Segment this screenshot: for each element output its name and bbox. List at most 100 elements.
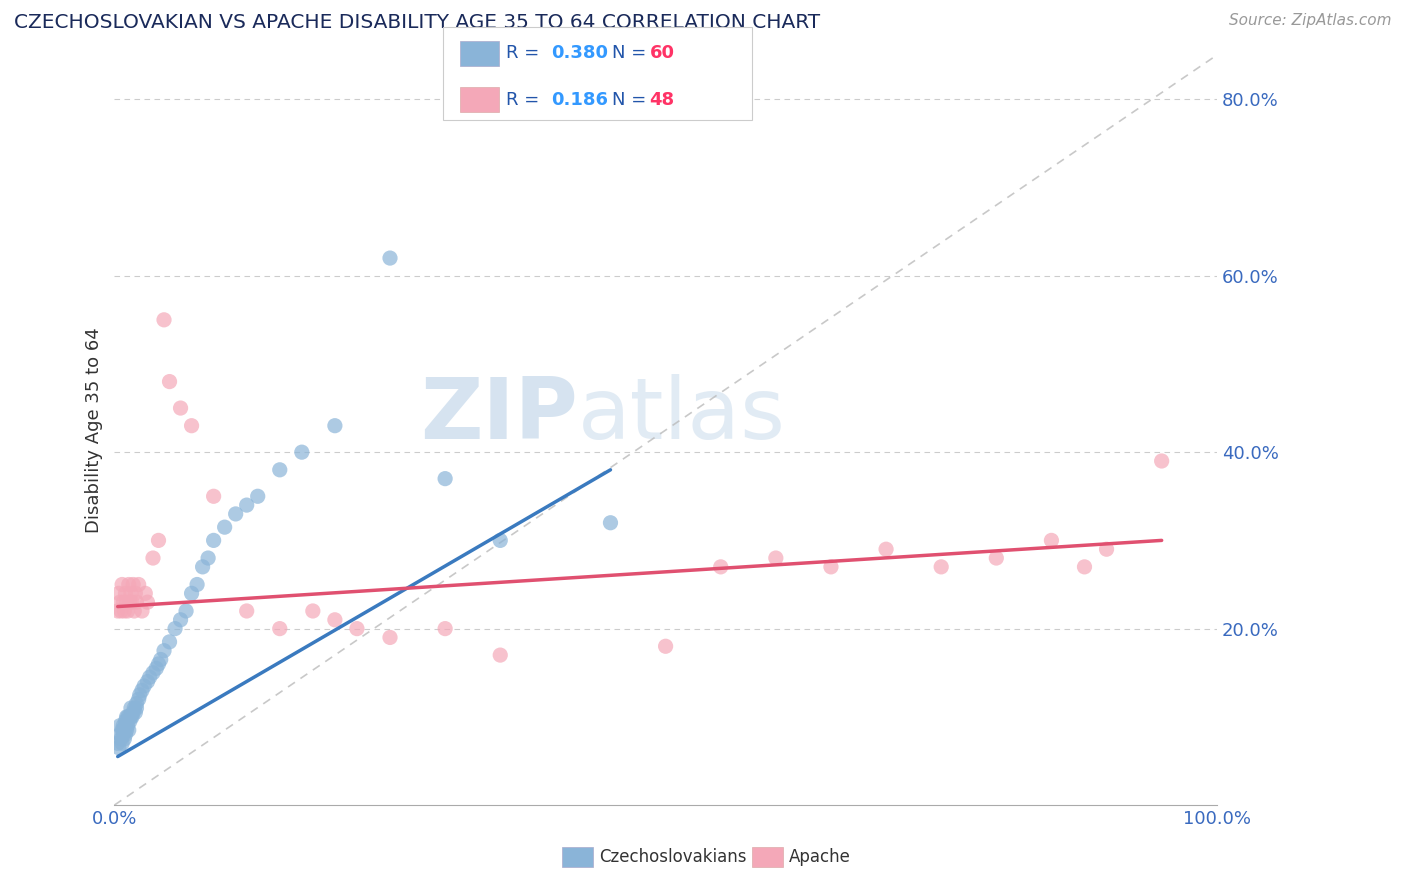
Point: [235, 498, 257, 512]
Text: 0.186: 0.186: [551, 91, 609, 109]
Point: [121, 595, 143, 609]
Point: [489, 533, 512, 548]
Text: Source: ZipAtlas.com: Source: ZipAtlas.com: [1229, 13, 1392, 29]
Point: [654, 640, 676, 654]
Point: [114, 727, 136, 741]
Point: [142, 551, 165, 566]
Point: [138, 670, 160, 684]
Point: [202, 489, 225, 503]
Point: [124, 586, 146, 600]
Point: [112, 595, 135, 609]
Point: [122, 577, 145, 591]
Point: [118, 577, 141, 591]
Point: [118, 723, 141, 737]
Point: [108, 595, 131, 609]
Text: 60: 60: [650, 44, 675, 62]
Point: [114, 714, 136, 729]
Point: [108, 727, 131, 741]
Text: N =: N =: [612, 44, 651, 62]
Point: [302, 604, 325, 618]
Text: ZIP: ZIP: [419, 374, 578, 457]
Point: [180, 586, 202, 600]
Point: [120, 586, 142, 600]
Point: [124, 706, 146, 720]
Point: [153, 643, 176, 657]
Point: [202, 533, 225, 548]
Text: 0.380: 0.380: [551, 44, 609, 62]
Point: [986, 551, 1008, 566]
Text: atlas: atlas: [578, 374, 786, 457]
Point: [1095, 542, 1118, 557]
Point: [118, 710, 141, 724]
Point: [346, 622, 368, 636]
Point: [434, 622, 457, 636]
Point: [159, 635, 181, 649]
Point: [323, 418, 346, 433]
Text: Czechoslovakians: Czechoslovakians: [599, 848, 747, 866]
Point: [115, 595, 138, 609]
Point: [112, 719, 135, 733]
Point: [153, 313, 176, 327]
Point: [180, 418, 202, 433]
Point: [118, 714, 141, 729]
Point: [323, 613, 346, 627]
Point: [1073, 559, 1095, 574]
Point: [107, 736, 129, 750]
Point: [110, 604, 132, 618]
Point: [378, 251, 401, 265]
Point: [489, 648, 512, 662]
Point: [599, 516, 621, 530]
Point: [112, 731, 135, 746]
Point: [875, 542, 897, 557]
Point: [929, 559, 952, 574]
Point: [117, 719, 139, 733]
Text: 48: 48: [650, 91, 675, 109]
Point: [145, 661, 167, 675]
Point: [128, 692, 150, 706]
Point: [111, 736, 134, 750]
Point: [108, 586, 131, 600]
Text: CZECHOSLOVAKIAN VS APACHE DISABILITY AGE 35 TO 64 CORRELATION CHART: CZECHOSLOVAKIAN VS APACHE DISABILITY AGE…: [14, 13, 820, 32]
Point: [197, 551, 219, 566]
Point: [1040, 533, 1063, 548]
Point: [163, 622, 186, 636]
Point: [128, 688, 150, 702]
Point: [134, 586, 156, 600]
Text: Apache: Apache: [789, 848, 851, 866]
Point: [235, 604, 257, 618]
Point: [111, 577, 134, 591]
Point: [169, 613, 191, 627]
Point: [148, 533, 170, 548]
Point: [120, 701, 142, 715]
Point: [186, 577, 208, 591]
Point: [112, 727, 135, 741]
Point: [121, 710, 143, 724]
Point: [246, 489, 269, 503]
Point: [191, 559, 214, 574]
Text: R =: R =: [506, 91, 546, 109]
Point: [131, 683, 153, 698]
Point: [169, 401, 191, 415]
Point: [159, 375, 181, 389]
Point: [117, 604, 139, 618]
Point: [765, 551, 787, 566]
Point: [131, 604, 153, 618]
Point: [225, 507, 247, 521]
Point: [710, 559, 733, 574]
Text: N =: N =: [612, 91, 651, 109]
Point: [115, 710, 138, 724]
Point: [214, 520, 236, 534]
Text: R =: R =: [506, 44, 546, 62]
Point: [112, 723, 135, 737]
Point: [291, 445, 314, 459]
Point: [174, 604, 197, 618]
Point: [125, 697, 148, 711]
Point: [136, 595, 159, 609]
Point: [820, 559, 842, 574]
Point: [115, 723, 138, 737]
Point: [111, 723, 134, 737]
Point: [125, 595, 148, 609]
Point: [114, 719, 136, 733]
Point: [120, 710, 142, 724]
Point: [378, 631, 401, 645]
